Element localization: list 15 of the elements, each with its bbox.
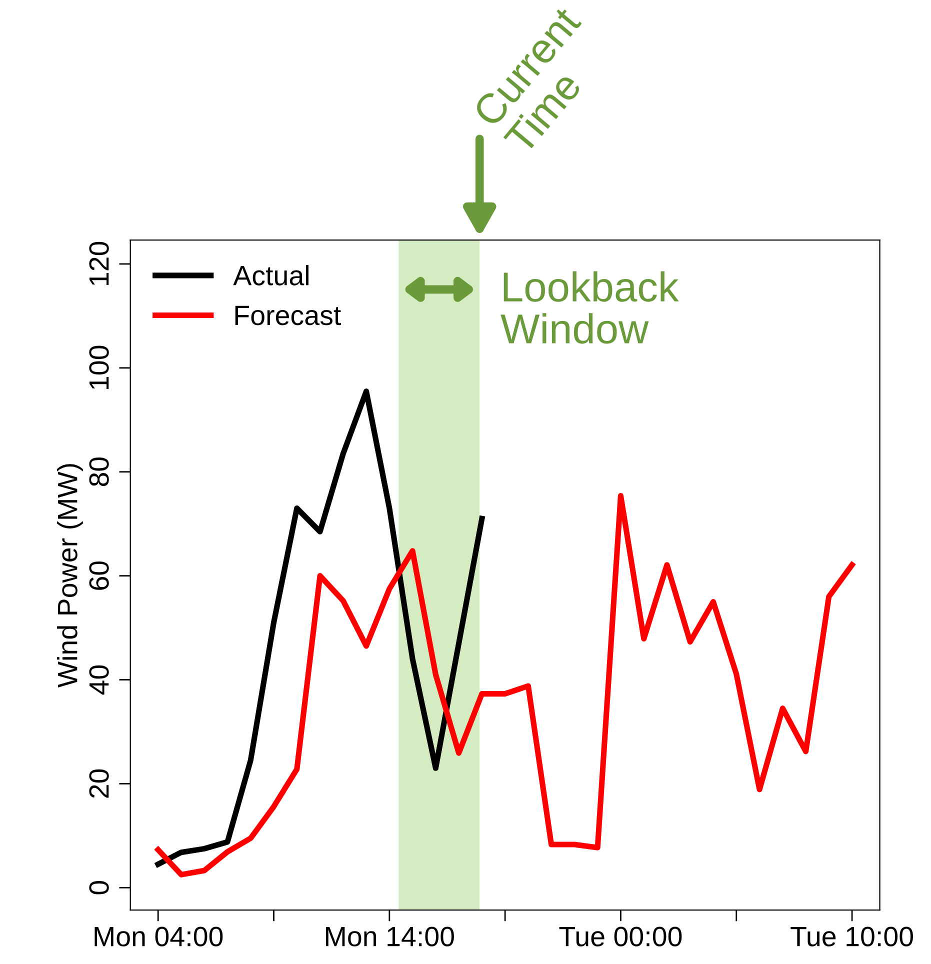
y-tick-label: 100 bbox=[89, 346, 109, 389]
x-tick-label: Tue 10:00 bbox=[790, 926, 913, 946]
legend-label: Actual bbox=[233, 265, 308, 286]
annotation: Lookback Window bbox=[500, 271, 679, 344]
y-tick-label: 80 bbox=[89, 457, 109, 486]
y-tick-label: 120 bbox=[89, 242, 109, 285]
x-tick-label: Mon 14:00 bbox=[326, 926, 454, 946]
x-tick-label: Tue 00:00 bbox=[559, 926, 682, 946]
legend-label: Forecast bbox=[235, 306, 341, 326]
y-tick-label: 60 bbox=[89, 561, 109, 590]
y-tick-label: 40 bbox=[89, 665, 109, 695]
y-tick-label: 20 bbox=[89, 769, 109, 798]
y-axis-title: Wind Power (MW) bbox=[57, 464, 83, 688]
y-tick-label: 0 bbox=[89, 881, 109, 894]
x-tick-label: Mon 04:00 bbox=[94, 926, 223, 946]
